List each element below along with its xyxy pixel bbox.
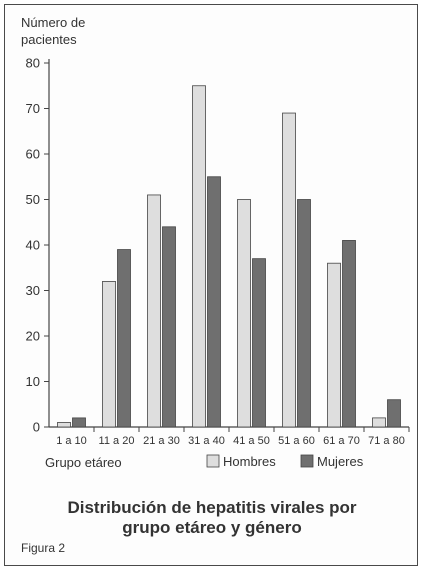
- bar-chart: Número de pacientes Grupo etáreo 0 10 20 30…: [21, 15, 410, 470]
- x-tick-label-7: 61 a 70: [323, 435, 360, 447]
- bar-mujeres-4: [207, 176, 221, 428]
- x-tick-label-5: 41 a 50: [233, 435, 270, 447]
- bar-mujeres-7: [342, 240, 356, 428]
- bar-mujeres-2: [117, 249, 131, 428]
- bar-mujeres-5: [252, 258, 266, 428]
- y-axis-label-line-2: pacientes: [21, 32, 77, 47]
- y-tick-label-50: 50: [26, 192, 40, 207]
- chart-title-line-1: Distribución de hepatitis virales por: [67, 498, 357, 517]
- bar-hombres-2: [102, 280, 116, 428]
- chart-title: Distribución de hepatitis virales por gr…: [5, 498, 419, 538]
- bar-mujeres-6: [297, 199, 311, 428]
- bar-mujeres-1: [72, 417, 86, 428]
- y-tick-label-80: 80: [26, 56, 40, 71]
- bar-hombres-8: [372, 417, 386, 428]
- legend-swatch-mujeres: [300, 454, 314, 468]
- figure-frame: Número de pacientes Grupo etáreo 0 10 20 30…: [4, 4, 418, 566]
- x-axis-label: Grupo etáreo: [45, 455, 122, 470]
- x-tick-label-1: 1 a 10: [56, 435, 87, 447]
- figure-label: Figura 2: [21, 541, 66, 555]
- bar-hombres-5: [237, 199, 251, 428]
- bars-group: [57, 85, 401, 428]
- y-tick-label-10: 10: [26, 374, 40, 389]
- legend-label-mujeres: Mujeres: [317, 454, 364, 469]
- legend-label-hombres: Hombres: [223, 454, 276, 469]
- legend: Hombres Mujeres: [206, 454, 364, 469]
- y-tick-label-30: 30: [26, 283, 40, 298]
- y-axis-label-line-1: Número de: [21, 15, 85, 30]
- bar-hombres-1: [57, 422, 71, 428]
- x-tick-label-3: 21 a 30: [143, 435, 180, 447]
- y-tick-label-40: 40: [26, 238, 40, 253]
- bar-hombres-4: [192, 85, 206, 428]
- y-tick-label-0: 0: [33, 420, 40, 435]
- y-tick-label-20: 20: [26, 329, 40, 344]
- bar-hombres-3: [147, 194, 161, 428]
- y-tick-label-60: 60: [26, 147, 40, 162]
- x-tick-label-6: 51 a 60: [278, 435, 315, 447]
- legend-swatch-hombres: [206, 454, 220, 468]
- x-tick-label-4: 31 a 40: [188, 435, 225, 447]
- axes-group: 0 10 20 30 40 50 60 70 80 1 a 10 11 a 20 21 a 30 31 …: [26, 56, 410, 447]
- bar-hombres-6: [282, 112, 296, 428]
- chart-title-line-2: grupo etáreo y género: [122, 518, 302, 537]
- bar-mujeres-8: [387, 399, 401, 428]
- y-tick-label-70: 70: [26, 101, 40, 116]
- bar-hombres-7: [327, 262, 341, 428]
- x-tick-label-8: 71 a 80: [368, 435, 405, 447]
- bar-mujeres-3: [162, 226, 176, 428]
- x-tick-label-2: 11 a 20: [99, 435, 135, 447]
